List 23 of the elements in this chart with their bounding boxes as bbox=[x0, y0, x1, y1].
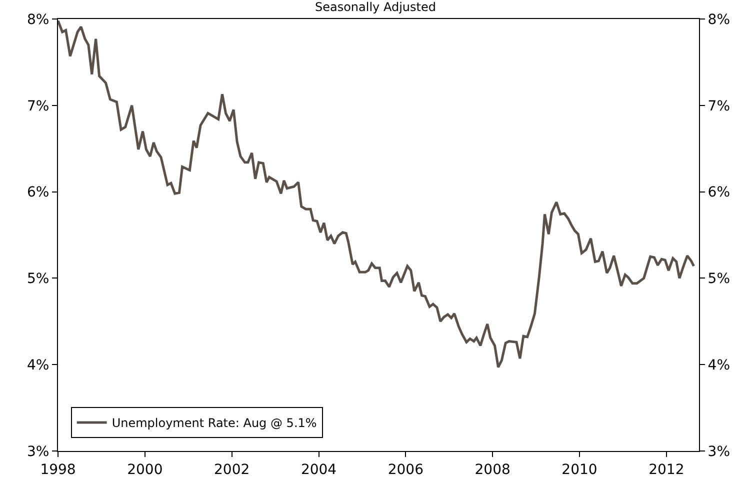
y2-tick-label: 7% bbox=[708, 98, 730, 114]
x-tick-label: 1998 bbox=[40, 462, 76, 478]
x-tick-label: 2008 bbox=[474, 462, 510, 478]
y-tick-label: 3% bbox=[26, 444, 50, 460]
y-tick-label: 6% bbox=[26, 184, 50, 201]
y2-tick-label: 3% bbox=[708, 444, 730, 460]
x-tick-label: 2002 bbox=[214, 462, 250, 478]
x-tick-label: 2012 bbox=[648, 462, 684, 478]
y-tick-label: 8% bbox=[26, 12, 50, 28]
y2-tick-label: 5% bbox=[708, 271, 730, 288]
y-tick-label: 5% bbox=[26, 271, 50, 288]
y-tick-label: 4% bbox=[26, 358, 50, 374]
x-tick-label: 2010 bbox=[562, 462, 598, 478]
y2-tick-label: 4% bbox=[708, 358, 730, 374]
x-tick-label: 2004 bbox=[300, 462, 337, 478]
y2-tick-label: 8% bbox=[708, 12, 730, 28]
line-series bbox=[58, 19, 696, 368]
x-tick-label: 2006 bbox=[388, 462, 424, 478]
legend-label: Unemployment Rate: Aug @ 5.1% bbox=[112, 416, 317, 430]
chart-title: Seasonally Adjusted bbox=[314, 0, 436, 14]
x-tick-label: 2000 bbox=[127, 462, 163, 478]
y2-tick-label: 6% bbox=[708, 184, 730, 201]
y-tick-label: 7% bbox=[26, 98, 50, 114]
